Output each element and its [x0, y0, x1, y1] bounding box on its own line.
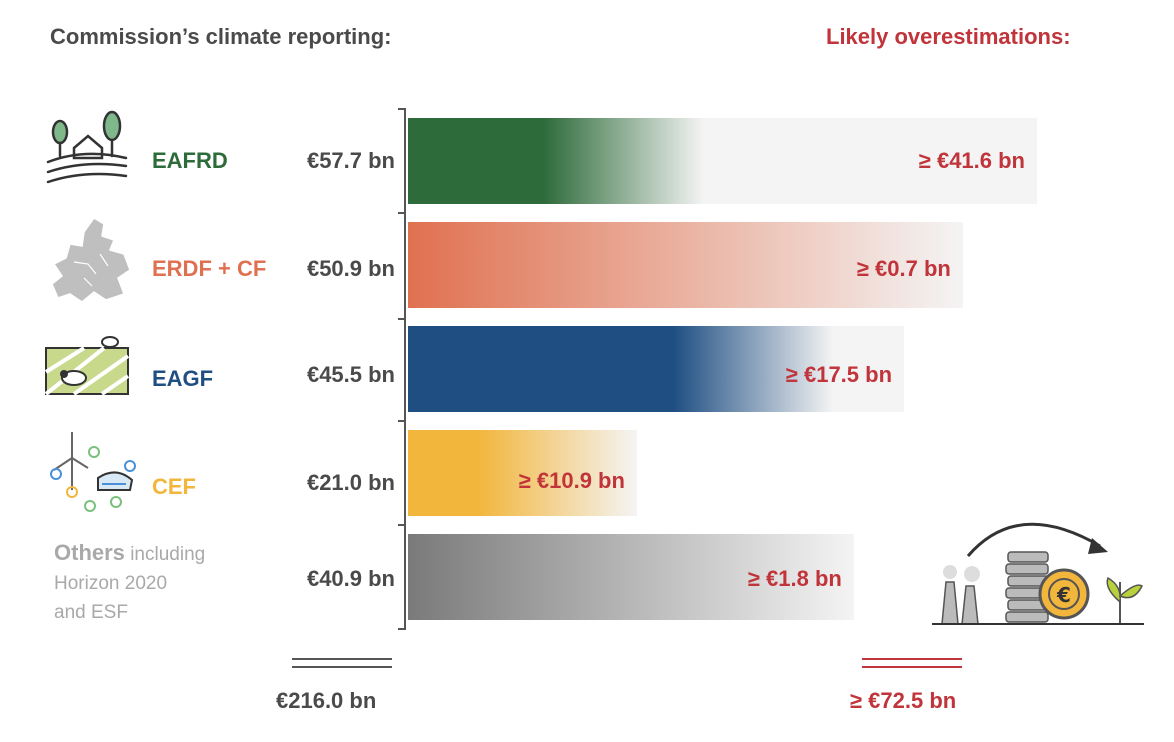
total-underline-reported — [292, 658, 392, 660]
total-underline-overestimation — [862, 658, 962, 660]
axis-tick — [398, 212, 406, 214]
fund-label-cef: CEF — [152, 474, 196, 499]
total-overestimation: ≥ €72.5 bn — [850, 688, 957, 713]
axis-tick — [398, 108, 406, 110]
cow-field-icon — [44, 336, 130, 396]
overestimation-label-eagf: ≥ €17.5 bn — [785, 362, 893, 387]
fund-label-eafrd: EAFRD — [152, 148, 228, 173]
europe-map-icon — [51, 217, 131, 303]
reported-value-eagf: €45.5 bn — [306, 362, 395, 387]
total-underline-reported — [292, 666, 392, 668]
bar-gradient-cef — [408, 430, 637, 516]
reported-value-others: €40.9 bn — [306, 566, 395, 591]
bar-gradient-eafrd — [408, 118, 704, 204]
fund-label-others: Others including Horizon 2020 and ESF — [54, 538, 205, 627]
wind-turbine-train-icon — [50, 432, 136, 512]
reported-value-cef: €21.0 bn — [306, 470, 395, 495]
axis-tick — [398, 318, 406, 320]
others-label-line3: and ESF — [54, 602, 128, 623]
reported-value-eafrd: €57.7 bn — [306, 148, 395, 173]
bar-gradient-others — [408, 534, 854, 620]
axis-tick — [398, 420, 406, 422]
others-label-line2: Horizon 2020 — [54, 573, 168, 594]
bar-gradient-eagf — [408, 326, 834, 412]
overestimation-label-erdf-cf: ≥ €0.7 bn — [856, 256, 951, 281]
chart-title-overestimations: Likely overestimations: — [826, 24, 1071, 49]
fund-label-erdf-cf: ERDF + CF — [152, 256, 267, 281]
y-axis-line — [404, 108, 406, 630]
factory-coins-plant-icon: € — [932, 522, 1144, 625]
overestimation-label-cef: ≥ €10.9 bn — [518, 468, 625, 493]
total-reported: €216.0 bn — [276, 688, 377, 713]
axis-tick — [398, 628, 406, 630]
farm-icon — [46, 110, 128, 184]
chart-title-reporting: Commission’s climate reporting: — [50, 24, 392, 49]
overestimation-label-others: ≥ €1.8 bn — [747, 566, 842, 591]
total-underline-overestimation — [862, 666, 962, 668]
others-label-rest: including — [124, 544, 206, 565]
fund-label-eagf: EAGF — [152, 366, 214, 391]
overestimation-label-eafrd: ≥ €41.6 bn — [918, 148, 1025, 173]
others-label-bold: Others — [54, 540, 125, 565]
axis-tick — [398, 524, 406, 526]
svg-text:€: € — [1056, 583, 1071, 607]
reported-value-erdf-cf: €50.9 bn — [306, 256, 395, 281]
bar-gradient-erdf-cf — [408, 222, 963, 308]
